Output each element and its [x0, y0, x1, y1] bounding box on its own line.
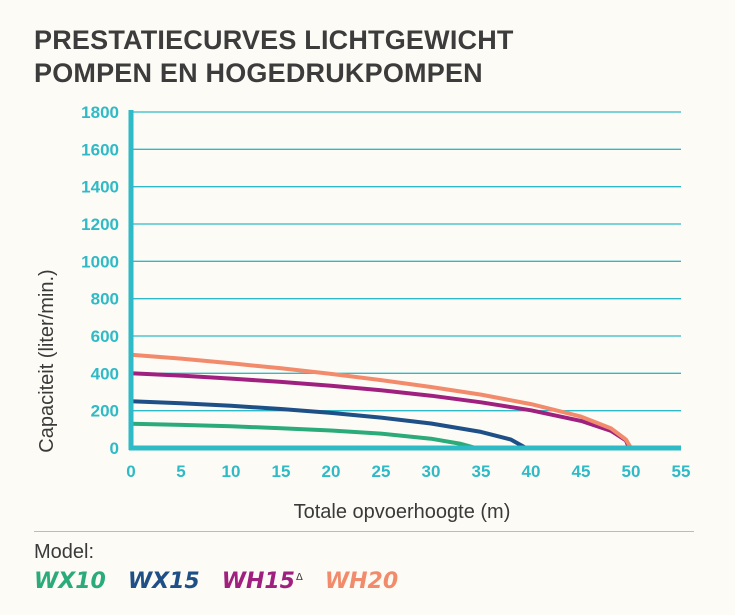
- y-tick-label: 800: [91, 290, 119, 309]
- legend-item-label: WH15: [221, 569, 295, 594]
- performance-chart: 0 200 400 600 800 1000 1200 1400 1600 1800 0 5 10 15 2…: [36, 103, 690, 523]
- series-lines: [129, 352, 633, 450]
- y-tick-label: 600: [91, 327, 119, 346]
- legend-item-wh20: WH20: [325, 569, 398, 594]
- x-tick-label: 15: [272, 462, 291, 481]
- y-tick-label: 1800: [81, 103, 119, 122]
- y-tick-label: 1200: [81, 215, 119, 234]
- x-tick-label: 40: [522, 462, 541, 481]
- x-tick-label: 50: [622, 462, 641, 481]
- series-line-wx10: [129, 421, 478, 450]
- legend-title: Model:: [34, 541, 95, 563]
- series-line-wh20: [129, 352, 633, 450]
- page-title: PRESTATIECURVES LICHTGEWICHT POMPEN EN H…: [34, 24, 714, 90]
- x-tick-label: 10: [222, 462, 241, 481]
- y-tick-label: 1600: [81, 140, 119, 159]
- x-tick-label: 30: [422, 462, 441, 481]
- title-line-2: POMPEN EN HOGEDRUKPOMPEN: [34, 58, 483, 88]
- y-tick-label: 0: [110, 439, 119, 458]
- x-axis-label: Totale opvoerhoogte (m): [294, 501, 511, 523]
- legend-item-sup: Δ: [295, 571, 303, 583]
- series-line-wx15: [129, 399, 528, 450]
- legend-item-wh15: WH15Δ: [222, 569, 303, 594]
- x-tick-label: 0: [126, 462, 135, 481]
- x-tick-label: 55: [672, 462, 691, 481]
- legend-item-wx10: WX10: [34, 569, 106, 594]
- divider-line: [34, 531, 694, 532]
- legend-item-label: WH20: [324, 569, 399, 594]
- x-tick-label: 45: [572, 462, 591, 481]
- y-axis-label: Capaciteit (liter/min.): [36, 269, 58, 452]
- legend-item-label: WX10: [34, 569, 106, 594]
- y-tick-label: 200: [91, 402, 119, 421]
- tick-labels: 0 200 400 600 800 1000 1200 1400 1600 1800 0 5 10 15 2…: [81, 103, 690, 481]
- y-tick-label: 1400: [81, 178, 119, 197]
- x-tick-label: 20: [322, 462, 341, 481]
- legend-item-wx15: WX15: [128, 569, 200, 594]
- legend: WX10 WX15 WH15Δ WH20: [34, 569, 398, 594]
- grid-lines: [131, 111, 681, 412]
- x-tick-label: 5: [176, 462, 185, 481]
- x-tick-label: 25: [372, 462, 391, 481]
- title-line-1: PRESTATIECURVES LICHTGEWICHT: [34, 25, 514, 55]
- y-tick-label: 400: [91, 364, 119, 383]
- axes: [128, 110, 681, 451]
- y-tick-label: 1000: [81, 252, 119, 271]
- x-tick-label: 35: [472, 462, 491, 481]
- legend-item-label: WX15: [127, 569, 200, 594]
